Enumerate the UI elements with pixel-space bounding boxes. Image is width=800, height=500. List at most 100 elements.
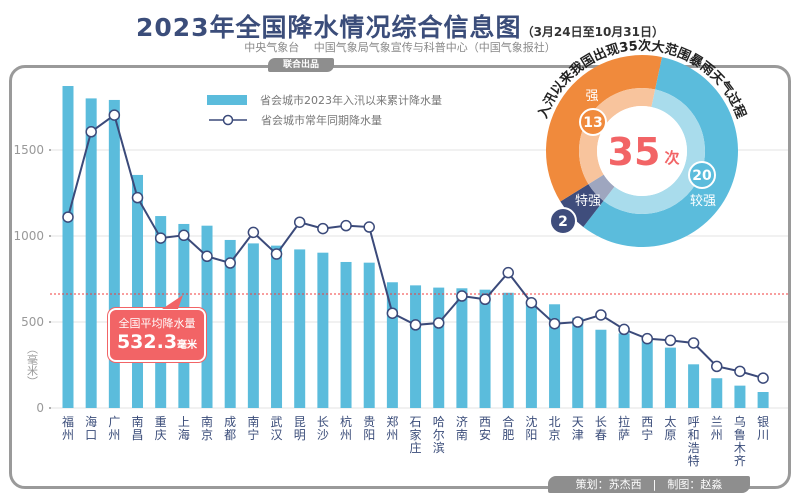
line-point [641,332,653,345]
bar [386,282,398,408]
x-tick-label: 天津 [572,415,584,442]
line-point [108,109,121,121]
page-title: 2023年全国降水情况综合信息图 [135,13,522,42]
x-tick-label: 兰州 [711,415,723,442]
bar [410,285,422,408]
line-point [456,290,468,302]
x-tick-label: 济南 [456,414,468,442]
bar [688,364,700,408]
line-point [201,250,213,263]
y-tick-label: 0 [36,401,44,415]
line-point [178,229,190,242]
donut-segment-label: 较强 [690,194,716,209]
bar [595,329,607,408]
x-tick-label: 郑州 [386,414,398,442]
x-tick-label: 石家庄 [410,415,422,455]
line-point [131,191,144,204]
bar [363,262,375,408]
date-range: （3月24日至10月31日） [521,25,665,39]
line-point [62,211,74,223]
bar [757,392,769,408]
donut-total: 35 [608,130,661,174]
credit-badge: 策划：苏杰西 | 制图：赵淼 [548,476,750,493]
donut-count: 13 [583,115,602,131]
legend-bar-label: 省会城市2023年入汛以来累计降水量 [260,93,442,107]
bar [247,243,259,408]
line-point [154,232,167,244]
line-point [548,317,561,330]
donut-segment-label: 特强 [575,194,601,209]
x-tick-label: 福州 [62,414,74,442]
y-tick-label: 1000 [13,229,44,243]
donut-total-unit: 次 [664,149,679,167]
bar [618,333,630,408]
line-point [479,293,491,306]
x-tick-label: 呼和浩特 [688,415,700,468]
bar [62,86,74,409]
bar [525,302,537,408]
line-point [525,296,538,309]
x-tick-label: 南昌 [132,414,144,442]
x-tick-label: 武汉 [271,415,283,442]
bar [572,317,584,408]
x-tick-label: 太原 [664,414,676,442]
donut-count-badge [688,161,716,189]
line-point [571,316,584,328]
x-tick-label: 银川 [757,415,769,442]
donut-segment-特强 [560,184,604,227]
donut-inner-segment [588,174,615,201]
donut-count: 20 [692,168,712,184]
donut-center [597,106,687,196]
title-block: 2023年全国降水情况综合信息图（3月24日至10月31日） [0,8,800,44]
line-point [734,365,746,378]
bar [271,245,283,408]
line-point [340,219,352,232]
bar [456,288,468,408]
donut-count: 2 [558,214,568,230]
x-tick-label: 海口 [85,414,97,442]
bar [711,378,723,408]
bar [664,347,676,408]
bar [549,304,561,408]
line-point [386,307,399,319]
x-tick-label: 长沙 [317,415,329,442]
x-tick-label: 拉萨 [618,414,630,442]
legend-line-marker [222,114,234,126]
x-tick-label: 重庆 [155,415,167,442]
line-point [317,222,329,235]
line-point [293,216,306,228]
donut-count-badge [579,108,607,136]
line-point [409,319,422,331]
chart-frame [9,65,791,489]
producer-badge: 联合出品 [268,58,334,72]
line-point [757,372,769,384]
average-unit: 毫米 [177,340,198,351]
average-label: 全国平均降水量 [118,317,196,330]
donut-count-badge [549,207,577,235]
line-point [224,257,236,269]
y-tick-label: 1500 [13,143,44,157]
bar [108,99,120,408]
x-tick-label: 长春 [595,415,607,442]
x-tick-label: 沈阳 [525,414,537,442]
x-tick-label: 哈尔滨 [433,415,445,455]
donut-inner-segment [603,89,706,215]
bar [479,289,491,408]
line-point [363,221,375,233]
average-callout: 全国平均降水量 532.3毫米 [108,308,206,362]
line-point [247,226,260,239]
line-point [85,126,97,138]
tick-dot [49,321,51,323]
donut-segment-强 [546,54,662,202]
x-tick-label: 上海 [178,415,190,442]
line-point [270,248,283,260]
tick-dot [49,235,51,237]
line-point [711,360,723,373]
average-value: 532.3 [116,331,178,353]
bar [294,249,306,408]
bar [641,338,653,408]
x-tick-label: 西宁 [641,415,653,442]
line-point [664,334,677,347]
bar [317,252,329,408]
